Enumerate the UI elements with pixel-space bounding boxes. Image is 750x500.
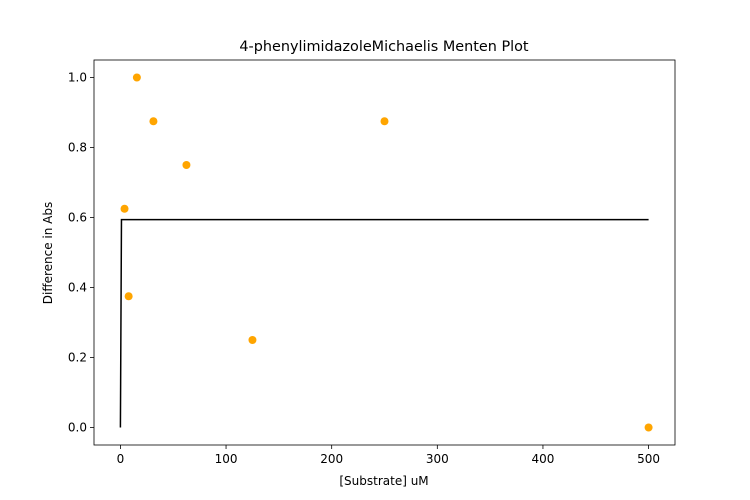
- data-point: [644, 423, 653, 432]
- axes-frame: [93, 59, 676, 446]
- data-point: [149, 117, 158, 126]
- x-tick-label: 300: [426, 452, 449, 466]
- y-tick-label: 0.4: [68, 281, 87, 295]
- fit-curve-line: [119, 218, 649, 428]
- data-point: [182, 161, 191, 169]
- y-axis-label: Difference in Abs: [41, 202, 55, 305]
- data-point: [132, 73, 141, 82]
- x-tick-label: 200: [320, 452, 343, 466]
- y-tick-label: 0.2: [68, 351, 87, 365]
- plot-area: 0 100 200 300 400 500 0.0 0.2 0.4 0.6 0.8 1.0: [68, 59, 676, 466]
- data-point: [120, 204, 129, 213]
- x-tick-label: 100: [215, 452, 238, 466]
- x-tick-label: 400: [532, 452, 555, 466]
- chart-title: 4-phenylimidazoleMichaelis Menten Plot: [239, 39, 529, 55]
- data-point: [124, 292, 133, 301]
- y-tick-label: 0.6: [68, 211, 87, 225]
- y-tick-label: 0.8: [68, 141, 87, 155]
- data-point: [380, 117, 389, 126]
- x-axis-label: [Substrate] uM: [339, 474, 428, 488]
- y-tick-label: 1.0: [68, 71, 87, 85]
- x-tick-label: 0: [117, 452, 125, 466]
- x-tick-label: 500: [637, 452, 660, 466]
- data-point: [248, 336, 257, 344]
- y-tick-label: 0.0: [68, 421, 87, 435]
